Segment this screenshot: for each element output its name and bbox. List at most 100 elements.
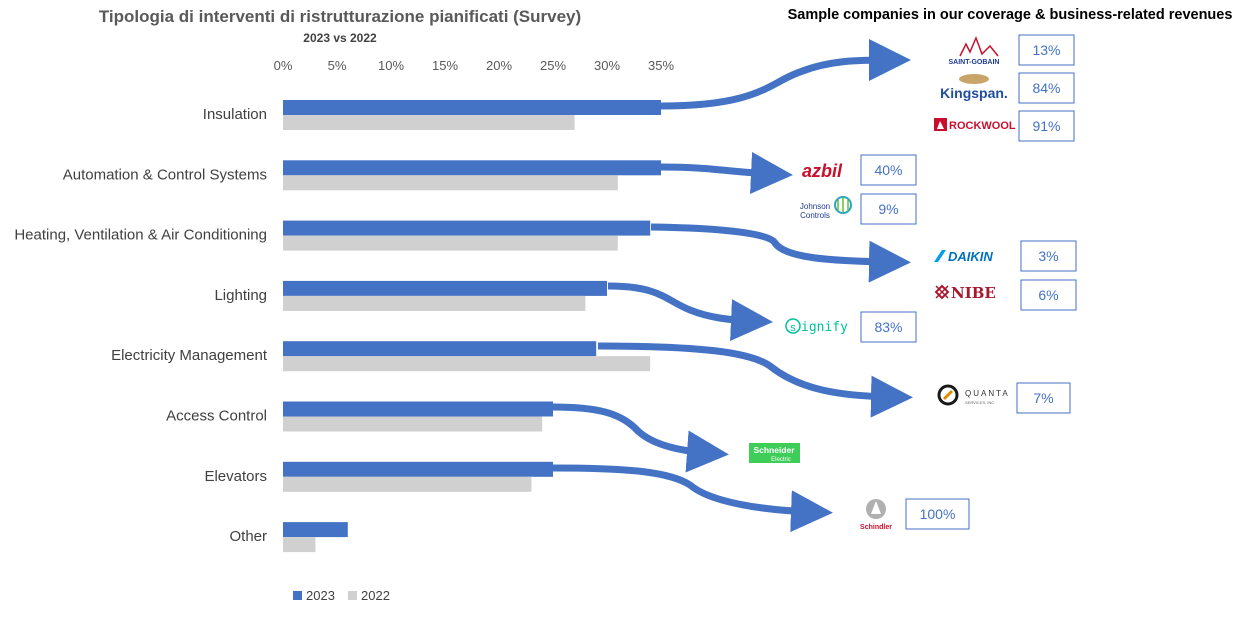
- company-logos: SAINT-GOBAIN Kingspan. ROCKWOOL azbil Johnso…: [749, 35, 1016, 531]
- revenue-box: 100%: [905, 498, 970, 530]
- category-label: Automation & Control Systems: [63, 166, 267, 183]
- bar-2023: [283, 401, 553, 417]
- bars: [283, 100, 661, 553]
- revenue-box: 7%: [1016, 382, 1071, 414]
- revenue-value: 83%: [874, 319, 902, 335]
- svg-text:Controls: Controls: [800, 211, 830, 220]
- category-label: Lighting: [214, 287, 267, 304]
- revenue-value: 6%: [1038, 287, 1058, 303]
- legend-swatch-2022: [348, 591, 357, 600]
- svg-text:Kingspan.: Kingspan.: [940, 85, 1008, 101]
- svg-text:Johnson: Johnson: [800, 202, 830, 211]
- x-tick-label: 15%: [432, 58, 458, 73]
- chart-title: Tipologia di interventi di ristrutturazi…: [99, 7, 581, 26]
- bar-2023: [283, 280, 607, 296]
- bar-2022: [283, 476, 532, 492]
- connector-arrow: [552, 403, 729, 473]
- bar-2022: [283, 295, 586, 311]
- svg-text:SERVICES, INC.: SERVICES, INC.: [965, 400, 995, 405]
- x-tick-label: 0%: [274, 58, 293, 73]
- bar-2023: [283, 461, 553, 477]
- svg-text:ROCKWOOL: ROCKWOOL: [949, 120, 1016, 132]
- x-tick-label: 25%: [540, 58, 566, 73]
- revenue-box: 91%: [1018, 110, 1075, 142]
- connector-arrow: [660, 39, 911, 110]
- bar-2022: [283, 175, 618, 191]
- legend-label-2023: 2023: [306, 588, 335, 603]
- legend-swatch-2023: [293, 591, 302, 600]
- bar-2022: [283, 416, 543, 432]
- category-label: Heating, Ventilation & Air Conditioning: [14, 227, 267, 244]
- chart-subtitle: 2023 vs 2022: [303, 31, 377, 45]
- svg-text:Schindler: Schindler: [860, 524, 892, 531]
- revenue-box: 6%: [1020, 279, 1077, 311]
- quanta-logo: QUANTA SERVICES, INC.: [937, 384, 1010, 406]
- daikin-logo: DAIKIN: [934, 249, 993, 264]
- signify-logo: s ignify: [785, 318, 848, 335]
- revenue-value: 3%: [1038, 248, 1058, 264]
- revenue-value: 40%: [874, 162, 902, 178]
- revenue-value: 7%: [1033, 390, 1053, 406]
- revenue-box: 3%: [1020, 240, 1077, 272]
- legend: 2023 2022: [293, 588, 390, 603]
- schindler-logo: Schindler: [860, 499, 892, 531]
- svg-text:ignify: ignify: [801, 320, 848, 335]
- revenue-value: 84%: [1032, 80, 1060, 96]
- category-label: Elevators: [204, 468, 267, 485]
- category-label: Electricity Management: [111, 347, 268, 364]
- bar-2022: [283, 356, 651, 372]
- category-label: Other: [229, 528, 267, 545]
- svg-text:NIBE: NIBE: [951, 284, 996, 302]
- category-labels: Insulation Automation & Control Systems He…: [14, 106, 267, 545]
- nibe-logo: NIBE: [934, 284, 996, 302]
- connector-arrow: [650, 223, 911, 283]
- svg-text:azbil: azbil: [802, 161, 843, 181]
- bar-2023: [283, 522, 348, 538]
- azbil-logo: azbil: [802, 161, 843, 181]
- x-tick-label: 20%: [486, 58, 512, 73]
- bar-2023: [283, 160, 661, 176]
- revenue-box: 13%: [1018, 34, 1075, 66]
- category-label: Insulation: [203, 106, 267, 123]
- bar-2022: [283, 537, 316, 553]
- revenue-box: 40%: [860, 154, 917, 186]
- x-tick-label: 35%: [648, 58, 674, 73]
- revenue-boxes: 13% 84% 91% 40% 9% 3% 6% 83% 7% 100%: [860, 34, 1077, 530]
- svg-text:Electric: Electric: [771, 457, 791, 463]
- revenue-box: 84%: [1018, 72, 1075, 104]
- bar-2023: [283, 100, 661, 115]
- legend-label-2022: 2022: [361, 588, 390, 603]
- svg-text:QUANTA: QUANTA: [965, 389, 1010, 398]
- rockwool-logo: ROCKWOOL: [934, 118, 1016, 132]
- schneider-electric-logo: Schneider Electric: [749, 443, 800, 463]
- kingspan-logo: Kingspan.: [940, 74, 1008, 101]
- x-tick-label: 30%: [594, 58, 620, 73]
- svg-text:SAINT-GOBAIN: SAINT-GOBAIN: [949, 59, 1000, 66]
- connector-arrow: [660, 152, 793, 194]
- svg-text:s: s: [790, 322, 796, 334]
- x-tick-label: 5%: [328, 58, 347, 73]
- revenue-value: 91%: [1032, 118, 1060, 134]
- bar-2022: [283, 235, 618, 251]
- x-axis-ticks: 0% 5% 10% 15% 20% 25% 30% 35%: [274, 58, 675, 73]
- category-label: Access Control: [166, 408, 267, 425]
- companies-panel-title: Sample companies in our coverage & busin…: [788, 7, 1233, 23]
- bar-2022: [283, 115, 575, 130]
- revenue-box: 83%: [860, 311, 917, 343]
- svg-text:DAIKIN: DAIKIN: [948, 249, 993, 264]
- revenue-value: 9%: [878, 201, 898, 217]
- revenue-value: 13%: [1032, 42, 1060, 58]
- revenue-value: 100%: [920, 506, 956, 522]
- connector-arrows: [552, 39, 913, 533]
- saint-gobain-logo: SAINT-GOBAIN: [949, 35, 1000, 66]
- revenue-box: 9%: [860, 193, 917, 225]
- bar-2023: [283, 341, 597, 357]
- connector-arrow: [607, 282, 773, 342]
- svg-text:Schneider: Schneider: [753, 445, 795, 455]
- bar-2023: [283, 220, 651, 236]
- x-tick-label: 10%: [378, 58, 404, 73]
- connector-arrow: [552, 464, 833, 533]
- connector-arrow: [597, 342, 913, 418]
